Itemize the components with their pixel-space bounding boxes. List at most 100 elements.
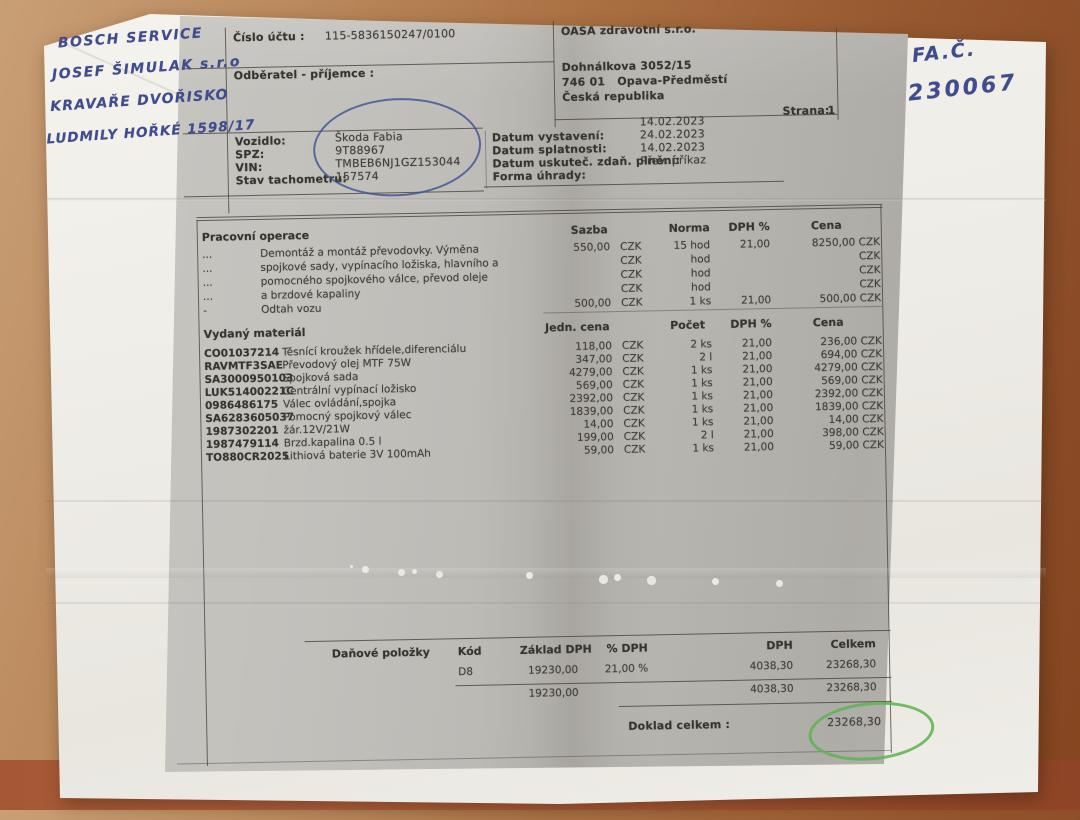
date-value: 24.02.2023: [639, 127, 706, 142]
col-header-sazba: Sazba: [570, 222, 608, 237]
supplier-name: OASA zdravotní s.r.o.: [560, 22, 697, 39]
cell-pocet: 1 ks: [692, 441, 715, 455]
cell-dph: 21,00: [743, 401, 774, 415]
cell-pocet: 1 ks: [690, 363, 713, 377]
cell-currency: CZK: [622, 352, 644, 365]
cell-code: RAVMTF3SAE: [204, 358, 283, 373]
cell-dph: [710, 251, 770, 266]
col-header-norma: Norma: [668, 220, 710, 235]
spacer-cell: [611, 312, 663, 339]
cell-jedn-cena: 199,00: [576, 430, 614, 444]
cell-currency: CZK: [620, 282, 643, 295]
cell-code: TO880CR2025: [205, 449, 290, 464]
cell-norma: hod: [691, 281, 711, 294]
cell-pocet: 1 ks: [691, 389, 714, 403]
handwritten-invoice-number: FA.Č. 230067: [901, 30, 1061, 145]
cell-dph: 4038,30: [749, 659, 794, 673]
handwritten-invoice-number-value: 230067: [906, 70, 1019, 107]
cell-currency: CZK: [623, 404, 645, 417]
cell-cena: 500,00 CZK: [819, 291, 882, 306]
cell-dash: ...: [202, 276, 213, 289]
cell-jedn-cena: 118,00: [575, 339, 613, 353]
supplier-country: Česká republika: [562, 89, 665, 105]
col-header-zaklad-dph: Základ DPH: [519, 642, 592, 657]
cell-dph: 21,00: [740, 294, 772, 307]
cell-dph: 21,00: [739, 238, 771, 251]
cell-norma: 1 ks: [689, 295, 712, 308]
cell-dph: 21,00: [742, 375, 773, 389]
cell-norma: hod: [690, 267, 711, 280]
cell-zaklad: 19230,00: [527, 663, 579, 677]
date-values: 14.02.2023 24.02.2023 14.02.2023 Přev. přík…: [640, 114, 707, 167]
col-header-dph: DPH %: [730, 316, 772, 331]
handwritten-line: KRAVAŘE DVOŘISKO: [49, 86, 230, 116]
cell-currency: CZK: [623, 443, 646, 456]
cell-currency: CZK: [622, 391, 645, 404]
rule-line: [176, 749, 891, 765]
tax-table: Daňové položky Kód Základ DPH % DPH DPH …: [210, 633, 889, 712]
spacer-cell: [210, 683, 450, 712]
cell-cena: 59,00 CZK: [829, 438, 885, 452]
cell-code: SA6283605037: [205, 410, 295, 425]
cell-dph: 21,00: [743, 427, 774, 441]
cell-dash: ...: [202, 290, 214, 303]
doc-total-label: Doklad celkem :: [628, 717, 731, 733]
cell-dash: -: [203, 304, 208, 317]
date-label: Forma úhrady:: [492, 168, 587, 184]
page-number: 1: [827, 103, 836, 117]
col-header-cena: Cena: [810, 218, 842, 232]
cell-currency: CZK: [621, 296, 643, 309]
cell-dph: 21,00: [742, 349, 773, 363]
cell-dph: 21,00: [742, 362, 773, 376]
cell-currency: CZK: [623, 430, 646, 443]
rule-line: [484, 130, 488, 189]
account-number-value: 115-5836150247/0100: [324, 27, 456, 43]
cell-currency: CZK: [619, 240, 642, 253]
supplier-city: 746 01 Opava-Předměstí: [561, 72, 728, 90]
col-header-cena: Cena: [812, 315, 844, 329]
cell-jedn-cena: 347,00: [575, 352, 613, 366]
cell-norma: 15 hod: [673, 239, 711, 252]
cell-dash: ...: [202, 248, 213, 261]
green-pen-circle: [806, 696, 937, 766]
date-value: 14.02.2023: [639, 114, 705, 129]
cell-jedn-cena: 569,00: [575, 378, 613, 392]
cell-jedn-cena: 1839,00: [569, 404, 614, 418]
supplier-street: Dohnálkova 3052/15: [561, 58, 692, 75]
cell-code: 0986486175: [204, 398, 279, 412]
col-header-celkem: Celkem: [830, 636, 876, 651]
cell-pocet: 1 ks: [691, 402, 714, 416]
cell-code: 1987302201: [205, 424, 279, 438]
cell-kod: D8: [458, 665, 474, 679]
col-header-kod: Kód: [457, 644, 482, 658]
cell-pocet: 1 ks: [691, 376, 713, 390]
cell-pocet: 2 l: [699, 350, 713, 363]
col-header-jedn-cena: Jedn. cena: [544, 319, 610, 334]
col-header-dph: DPH %: [728, 219, 770, 234]
operations-rows: ... Demontáž a montáž převodovky. Výměna…: [202, 235, 881, 318]
cell-dph: [711, 279, 771, 294]
cell-dph: 21,00: [743, 440, 775, 454]
cell-currency: CZK: [620, 268, 643, 281]
materials-rows: CO01037214 Těsnící kroužek hřídele,difer…: [204, 334, 884, 464]
cell-currency: CZK: [622, 378, 645, 391]
cell-code: SA3000950103: [204, 371, 294, 386]
date-value: Přev. příkaz: [640, 153, 707, 168]
cell-celkem: 23268,30: [825, 658, 877, 672]
col-header-dph: DPH: [766, 638, 793, 652]
cell-jedn-cena: 59,00: [583, 443, 615, 457]
cell-dph: 21,00: [742, 388, 774, 402]
cell-currency: CZK: [620, 254, 642, 267]
cell-code: CO01037214: [203, 346, 280, 360]
col-header-pocet: Počet: [670, 317, 706, 332]
cell-jedn-cena: 14,00: [583, 417, 614, 431]
materials-table: Vydaný materiál Jedn. cena Počet DPH % C…: [203, 308, 884, 464]
cell-pocet: 2 l: [700, 428, 714, 441]
cell-dash: ...: [202, 262, 213, 275]
cell-currency: CZK: [621, 339, 644, 352]
page-label: Strana:: [782, 103, 830, 118]
photocopy-speckles: [350, 565, 353, 568]
